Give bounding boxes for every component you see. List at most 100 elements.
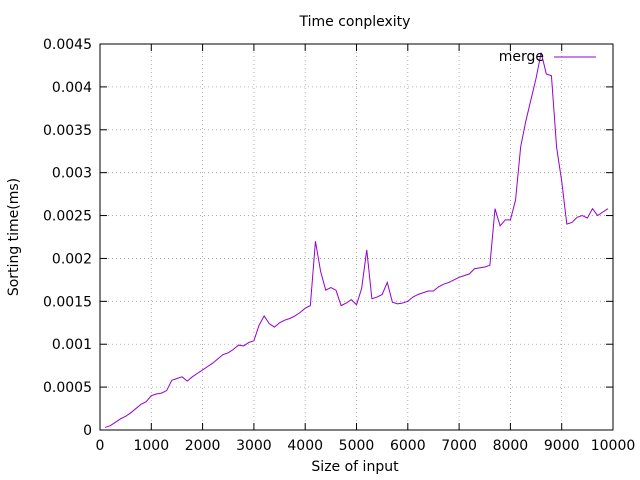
data-point <box>315 241 316 242</box>
data-point <box>371 298 372 299</box>
data-point <box>171 380 172 381</box>
data-point <box>361 288 362 289</box>
data-point <box>310 305 311 306</box>
y-tick-label: 0 <box>83 423 92 439</box>
data-point <box>243 345 244 346</box>
data-point <box>181 376 182 377</box>
y-tick-label: 0.001 <box>52 337 92 353</box>
data-point <box>135 408 136 409</box>
x-tick-label: 8000 <box>493 438 529 454</box>
data-point <box>146 401 147 402</box>
data-point <box>556 146 557 147</box>
data-point <box>551 75 552 76</box>
data-point <box>561 181 562 182</box>
data-point <box>217 358 218 359</box>
data-point <box>207 366 208 367</box>
data-point <box>602 212 603 213</box>
data-point <box>428 290 429 291</box>
data-point <box>407 301 408 302</box>
data-point <box>484 266 485 267</box>
data-point <box>607 208 608 209</box>
x-tick-label: 2000 <box>185 438 221 454</box>
data-point <box>166 390 167 391</box>
x-tick-labels: 0 1000 2000 3000 4000 5000 6000 7000 8000 9000 100… <box>96 438 636 454</box>
data-point <box>530 99 531 100</box>
y-tick-labels: 0 0.0005 0.001 0.0015 0.002 0.0025 0.003 0.0035… <box>43 37 92 439</box>
data-point <box>515 200 516 201</box>
data-point <box>161 393 162 394</box>
data-point <box>351 299 352 300</box>
data-point <box>423 292 424 293</box>
y-tick-label: 0.002 <box>52 251 92 267</box>
x-tick-label: 7000 <box>441 438 477 454</box>
data-point <box>264 315 265 316</box>
data-point <box>448 282 449 283</box>
data-point <box>156 393 157 394</box>
data-point <box>125 416 126 417</box>
data-point <box>305 308 306 309</box>
data-point <box>115 422 116 423</box>
series-layer <box>104 52 609 428</box>
data-point <box>387 282 388 283</box>
data-point <box>228 352 229 353</box>
data-point <box>402 302 403 303</box>
data-point <box>474 268 475 269</box>
data-point <box>366 249 367 250</box>
x-tick-label: 3000 <box>236 438 272 454</box>
data-point <box>576 217 577 218</box>
data-point <box>382 294 383 295</box>
data-point <box>248 342 249 343</box>
data-point <box>187 381 188 382</box>
y-tick-label: 0.0035 <box>43 123 92 139</box>
data-point <box>505 219 506 220</box>
data-point <box>330 287 331 288</box>
data-point <box>341 305 342 306</box>
data-point <box>469 273 470 274</box>
y-tick-label: 0.0045 <box>43 37 92 53</box>
data-point <box>130 412 131 413</box>
x-tick-label: 4000 <box>287 438 323 454</box>
data-point <box>438 286 439 287</box>
data-point <box>397 303 398 304</box>
data-point <box>253 340 254 341</box>
x-axis-label: Size of input <box>311 459 399 475</box>
data-point <box>233 349 234 350</box>
y-tick-label: 0.004 <box>52 80 92 96</box>
x-tick-label: 9000 <box>544 438 580 454</box>
data-point <box>479 267 480 268</box>
chart-title: Time conplexity <box>299 14 411 30</box>
data-point <box>500 225 501 226</box>
data-point <box>325 290 326 291</box>
y-axis-label: Sorting time(ms) <box>6 178 22 296</box>
data-point <box>566 224 567 225</box>
data-point <box>284 320 285 321</box>
data-point <box>274 326 275 327</box>
data-point <box>443 284 444 285</box>
legend-label-merge: merge <box>499 49 544 65</box>
x-tick-label: 1000 <box>133 438 169 454</box>
series-line-merge <box>104 52 609 428</box>
data-point <box>151 395 152 396</box>
data-point <box>546 73 547 74</box>
data-point <box>392 302 393 303</box>
x-tick-label: 0 <box>96 438 105 454</box>
x-tick-label: 10000 <box>591 438 636 454</box>
grid <box>100 44 613 430</box>
data-point <box>299 312 300 313</box>
y-tick-label: 0.0005 <box>43 380 92 396</box>
data-point <box>433 290 434 291</box>
data-point <box>587 218 588 219</box>
y-tick-label: 0.0015 <box>43 294 92 310</box>
x-tick-label: 6000 <box>390 438 426 454</box>
data-point <box>412 296 413 297</box>
data-point <box>223 354 224 355</box>
x-tick-label: 5000 <box>339 438 375 454</box>
data-point <box>525 121 526 122</box>
data-point <box>592 208 593 209</box>
data-point <box>464 275 465 276</box>
data-point <box>202 369 203 370</box>
data-point <box>510 219 511 220</box>
y-tick-label: 0.0025 <box>43 209 92 225</box>
data-point <box>520 146 521 147</box>
data-point <box>238 344 239 345</box>
